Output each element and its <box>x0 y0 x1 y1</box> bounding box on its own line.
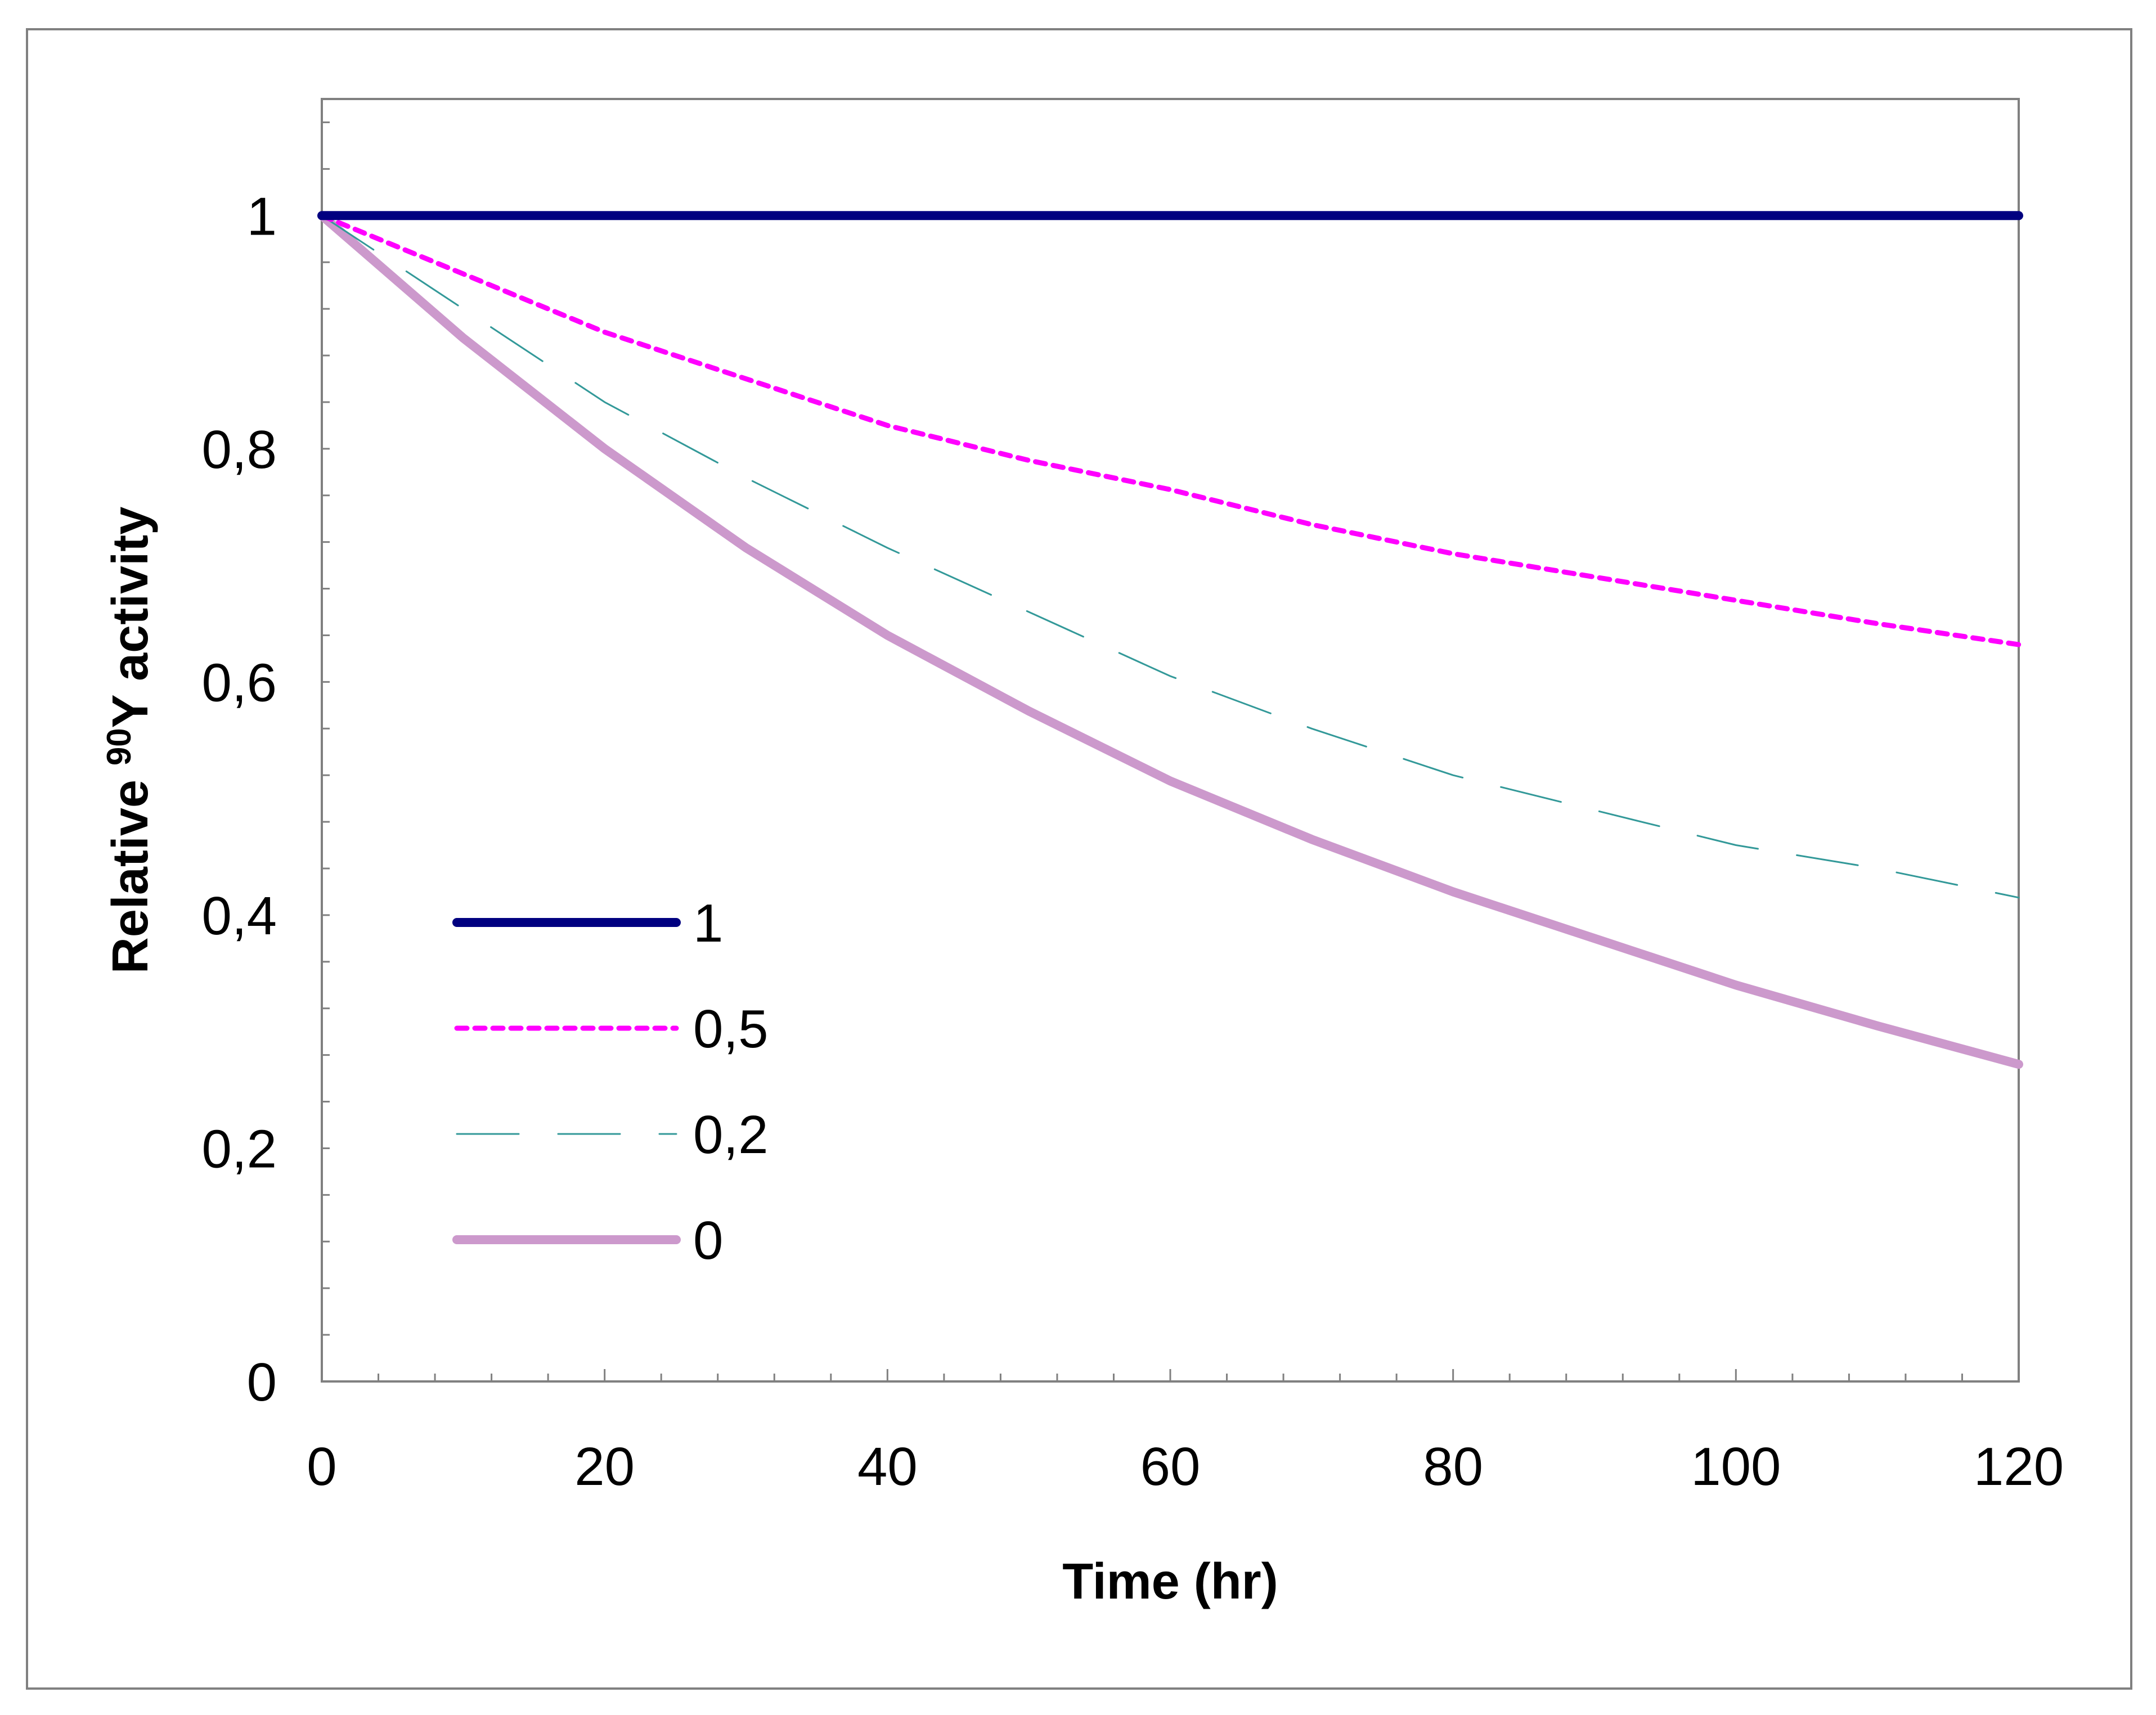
y-axis-title: Relative 90Y activity <box>100 507 159 974</box>
y-tick-label: 1 <box>247 186 277 246</box>
minor-ticks <box>322 121 1963 1381</box>
series-line-0 <box>317 211 2023 1069</box>
legend-label-1: 1 <box>693 893 723 953</box>
x-tick-label: 120 <box>1974 1437 2064 1497</box>
x-tick-label: 60 <box>1140 1437 1201 1497</box>
y-tick-label: 0,2 <box>202 1119 277 1179</box>
y-axis-title-suffix: Y activity <box>102 507 159 728</box>
series-line-0-2 <box>321 214 2020 899</box>
x-tick-label: 0 <box>307 1437 336 1497</box>
x-tick-label: 80 <box>1423 1437 1483 1497</box>
series-line-0-5 <box>319 213 2022 647</box>
y-tick-labels: 0 0,2 0,4 0,6 0,8 1 <box>202 186 277 1412</box>
legend-label-0-5: 0,5 <box>693 999 768 1059</box>
plot-area <box>321 98 2020 1383</box>
x-tick-label: 100 <box>1691 1437 1781 1497</box>
x-tick-label: 20 <box>574 1437 635 1497</box>
legend-label-0-2: 0,2 <box>693 1105 768 1165</box>
x-tick-label: 40 <box>857 1437 918 1497</box>
x-tick-labels: 0 20 40 60 80 100 120 <box>307 1437 2064 1497</box>
y-tick-label: 0,4 <box>202 886 277 946</box>
legend: 1 0,5 0,2 0 <box>452 893 768 1271</box>
x-axis-title: Time (hr) <box>1062 1554 1278 1610</box>
y-axis-title-prefix: Relative <box>102 766 159 974</box>
y-tick-label: 0 <box>247 1352 277 1412</box>
legend-label-0: 0 <box>693 1210 723 1271</box>
y-tick-label: 0,6 <box>202 652 277 713</box>
y-tick-label: 0,8 <box>202 420 277 480</box>
y-axis-title-superscript: 90 <box>100 728 138 766</box>
series-layer <box>317 211 2023 1069</box>
